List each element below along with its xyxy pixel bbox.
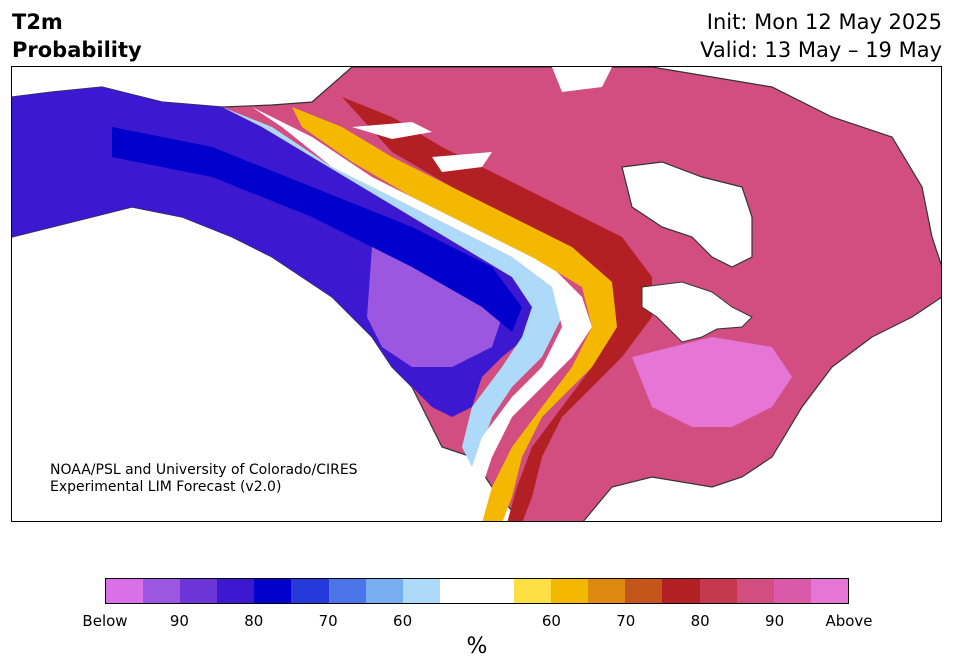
variable-label: T2m bbox=[12, 10, 63, 34]
colorbar-segment bbox=[551, 579, 589, 603]
credit-line-2: Experimental LIM Forecast (v2.0) bbox=[50, 479, 282, 495]
colorbar-tick-label: 60 bbox=[393, 612, 413, 630]
arctic-ice bbox=[352, 67, 612, 172]
colorbar-segment bbox=[365, 579, 403, 603]
colorbar-segment bbox=[736, 579, 774, 603]
colorbar-segment bbox=[402, 579, 440, 603]
colorbar-tick-label: 90 bbox=[765, 612, 785, 630]
credit-line-1: NOAA/PSL and University of Colorado/CIRE… bbox=[50, 462, 358, 478]
colorbar-tick-label: Above bbox=[825, 612, 873, 630]
deep-blue-band bbox=[112, 127, 522, 332]
colorbar-segment bbox=[514, 579, 552, 603]
colorbar-tick-label: 70 bbox=[318, 612, 338, 630]
colorbar-segment bbox=[106, 579, 144, 603]
colorbar-segment bbox=[699, 579, 737, 603]
colorbar-tick-label: 60 bbox=[541, 612, 561, 630]
colorbar-segment bbox=[291, 579, 329, 603]
colorbar-segment bbox=[588, 579, 626, 603]
product-label: Probability bbox=[12, 38, 142, 62]
colorbar-segment bbox=[810, 579, 848, 603]
colorbar-tick-label: Below bbox=[82, 612, 128, 630]
colorbar-segment bbox=[328, 579, 366, 603]
colorbar-segment bbox=[773, 579, 811, 603]
colorbar-segment bbox=[439, 579, 477, 603]
colorbar-segment bbox=[217, 579, 255, 603]
colorbar-unit: % bbox=[466, 634, 488, 659]
colorbar-segment bbox=[625, 579, 663, 603]
colorbar-segment bbox=[476, 579, 515, 603]
purple-region bbox=[367, 247, 502, 367]
red-band bbox=[342, 97, 652, 521]
colorbar-tick-label: 90 bbox=[169, 612, 189, 630]
init-date: Init: Mon 12 May 2025 bbox=[706, 10, 942, 34]
credit-text: NOAA/PSL and University of Colorado/CIRE… bbox=[50, 462, 358, 496]
colorbar-tick-label: 80 bbox=[244, 612, 264, 630]
valid-range: Valid: 13 May – 19 May bbox=[700, 38, 942, 62]
colorbar-segment bbox=[662, 579, 700, 603]
forecast-dates: Init: Mon 12 May 2025 Valid: 13 May – 19… bbox=[700, 8, 942, 64]
colorbar-tick-label: 70 bbox=[616, 612, 636, 630]
map-title: T2m Probability bbox=[12, 8, 142, 64]
colorbar-segment bbox=[143, 579, 181, 603]
colorbar-segment bbox=[180, 579, 218, 603]
hudson-bay bbox=[621, 161, 753, 268]
probability-map: NOAA/PSL and University of Colorado/CIRE… bbox=[11, 66, 942, 522]
great-lakes bbox=[641, 281, 753, 343]
colorbar bbox=[105, 578, 849, 604]
warm-core bbox=[632, 337, 792, 427]
colorbar-segment bbox=[254, 579, 292, 603]
map-canvas bbox=[12, 67, 941, 521]
colorbar-tick-label: 80 bbox=[690, 612, 710, 630]
yellow-band bbox=[292, 107, 622, 521]
